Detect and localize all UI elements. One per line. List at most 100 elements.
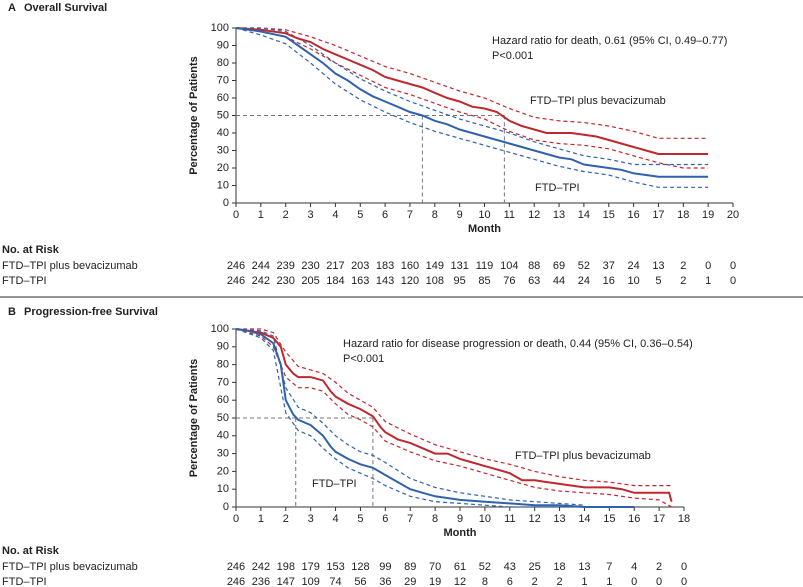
risk-count: 2	[532, 576, 538, 587]
risk-count: 13	[652, 260, 664, 272]
x-tick-label: 17	[653, 513, 665, 525]
risk-count: 61	[454, 561, 466, 573]
annotation: Hazard ratio for death, 0.61 (95% CI, 0.…	[492, 35, 727, 47]
x-tick-label: 12	[529, 513, 541, 525]
annotation: P<0.001	[343, 353, 384, 365]
confidence-band-line	[235, 27, 709, 169]
risk-count: 0	[681, 576, 687, 587]
risk-count: 5	[655, 275, 661, 287]
annotation: P<0.001	[492, 50, 533, 62]
y-tick-label: 40	[217, 430, 229, 442]
risk-count: 183	[376, 260, 394, 272]
y-tick-label: 70	[217, 74, 229, 86]
risk-count: 246	[227, 260, 245, 272]
curve-label: FTD–TPI	[535, 182, 580, 194]
risk-count: 0	[631, 576, 637, 587]
risk-table-title: No. at Risk	[2, 545, 60, 557]
risk-count: 18	[553, 561, 565, 573]
x-tick-label: 16	[628, 513, 640, 525]
risk-row-name: FTD–TPI plus bevacizumab	[2, 260, 138, 272]
risk-count: 69	[553, 260, 565, 272]
x-tick-label: 9	[457, 513, 463, 525]
x-tick-label: 7	[407, 209, 413, 221]
y-tick-label: 100	[211, 323, 229, 335]
x-tick-label: 11	[504, 209, 515, 221]
risk-count: 143	[376, 275, 394, 287]
y-tick-label: 60	[217, 92, 229, 104]
risk-count: 12	[454, 576, 466, 587]
survival-curve	[235, 328, 673, 502]
y-tick-label: 60	[217, 394, 229, 406]
x-tick-label: 18	[677, 209, 689, 221]
risk-row-name: FTD–TPI	[2, 275, 47, 287]
risk-count: 108	[426, 275, 444, 287]
curve-label: FTD–TPI	[312, 478, 357, 490]
y-tick-label: 30	[217, 448, 229, 460]
risk-count: 2	[656, 561, 662, 573]
y-tick-label: 90	[217, 341, 229, 353]
x-tick-label: 14	[578, 513, 590, 525]
risk-count: 244	[252, 260, 270, 272]
risk-count: 128	[351, 561, 369, 573]
x-tick-label: 6	[382, 209, 388, 221]
risk-count: 1	[581, 576, 587, 587]
risk-count: 74	[329, 576, 341, 587]
x-tick-label: 15	[603, 513, 615, 525]
risk-count: 52	[479, 561, 491, 573]
x-tick-label: 6	[382, 513, 388, 525]
x-tick-label: 20	[727, 209, 739, 221]
risk-count: 0	[730, 275, 736, 287]
risk-count: 246	[227, 561, 245, 573]
y-axis-label: Percentage of Patients	[188, 359, 200, 478]
panel-title: Progression-free Survival	[24, 306, 158, 318]
x-tick-label: 18	[678, 513, 690, 525]
risk-count: 203	[351, 260, 369, 272]
risk-count: 85	[478, 275, 490, 287]
risk-count: 205	[301, 275, 319, 287]
y-tick-label: 50	[217, 412, 229, 424]
risk-count: 246	[227, 275, 245, 287]
risk-count: 2	[680, 260, 686, 272]
x-tick-label: 13	[553, 513, 565, 525]
panel-letter: B	[8, 306, 16, 318]
risk-count: 179	[301, 561, 319, 573]
risk-count: 43	[504, 561, 516, 573]
x-tick-label: 15	[603, 209, 615, 221]
risk-count: 230	[277, 275, 295, 287]
x-axis-label: Month	[468, 223, 501, 235]
x-tick-label: 8	[432, 209, 438, 221]
risk-count: 76	[503, 275, 515, 287]
x-tick-label: 10	[479, 513, 491, 525]
x-tick-label: 2	[283, 513, 289, 525]
confidence-band-line	[236, 27, 709, 166]
x-tick-label: 10	[478, 209, 490, 221]
y-tick-label: 50	[217, 109, 229, 121]
risk-count: 7	[606, 561, 612, 573]
x-tick-label: 5	[357, 209, 363, 221]
x-tick-label: 11	[504, 513, 515, 525]
risk-count: 95	[454, 275, 466, 287]
x-tick-label: 2	[283, 209, 289, 221]
risk-count: 242	[252, 561, 270, 573]
x-tick-label: 14	[578, 209, 590, 221]
annotation: Hazard ratio for disease progression or …	[343, 338, 693, 350]
risk-count: 109	[301, 576, 319, 587]
confidence-band-line	[236, 27, 709, 139]
risk-row-name: FTD–TPI plus bevacizumab	[2, 561, 138, 573]
risk-count: 163	[351, 275, 369, 287]
y-tick-label: 10	[217, 483, 229, 495]
x-tick-label: 1	[258, 513, 264, 525]
confidence-band-line	[235, 328, 585, 506]
risk-count: 0	[656, 576, 662, 587]
x-tick-label: 7	[407, 513, 413, 525]
risk-count: 184	[326, 275, 344, 287]
x-tick-label: 4	[332, 209, 338, 221]
risk-count: 104	[500, 260, 518, 272]
risk-count: 6	[507, 576, 513, 587]
y-axis-label: Percentage of Patients	[188, 56, 200, 175]
x-tick-label: 0	[233, 209, 239, 221]
y-tick-label: 80	[217, 359, 229, 371]
x-tick-label: 19	[702, 209, 714, 221]
risk-count: 44	[553, 275, 565, 287]
x-tick-label: 8	[432, 513, 438, 525]
